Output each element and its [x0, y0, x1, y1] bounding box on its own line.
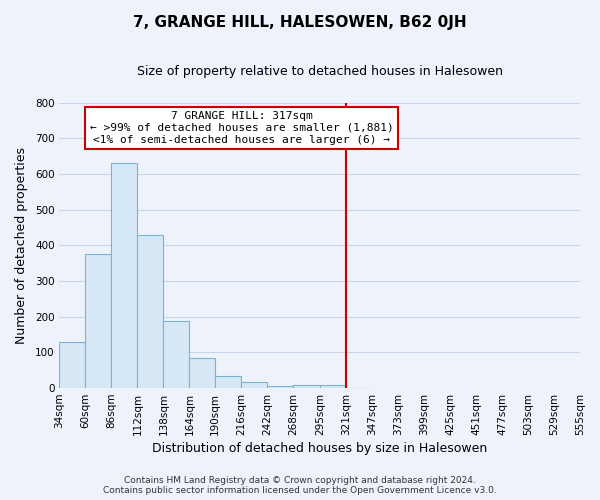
Bar: [190, 358, 215, 388]
Bar: [215, 376, 241, 388]
Bar: [112, 162, 137, 388]
Text: 7, GRANGE HILL, HALESOWEN, B62 0JH: 7, GRANGE HILL, HALESOWEN, B62 0JH: [133, 15, 467, 30]
Bar: [241, 382, 267, 388]
Bar: [320, 384, 346, 388]
Bar: [85, 254, 112, 388]
Title: Size of property relative to detached houses in Halesowen: Size of property relative to detached ho…: [137, 65, 503, 78]
Bar: [163, 321, 190, 388]
Bar: [59, 342, 85, 388]
Y-axis label: Number of detached properties: Number of detached properties: [15, 147, 28, 344]
Text: 7 GRANGE HILL: 317sqm
← >99% of detached houses are smaller (1,881)
<1% of semi-: 7 GRANGE HILL: 317sqm ← >99% of detached…: [90, 112, 394, 144]
Bar: [293, 384, 320, 388]
Bar: [267, 386, 293, 388]
X-axis label: Distribution of detached houses by size in Halesowen: Distribution of detached houses by size …: [152, 442, 487, 455]
Text: Contains HM Land Registry data © Crown copyright and database right 2024.
Contai: Contains HM Land Registry data © Crown c…: [103, 476, 497, 495]
Bar: [137, 236, 163, 388]
